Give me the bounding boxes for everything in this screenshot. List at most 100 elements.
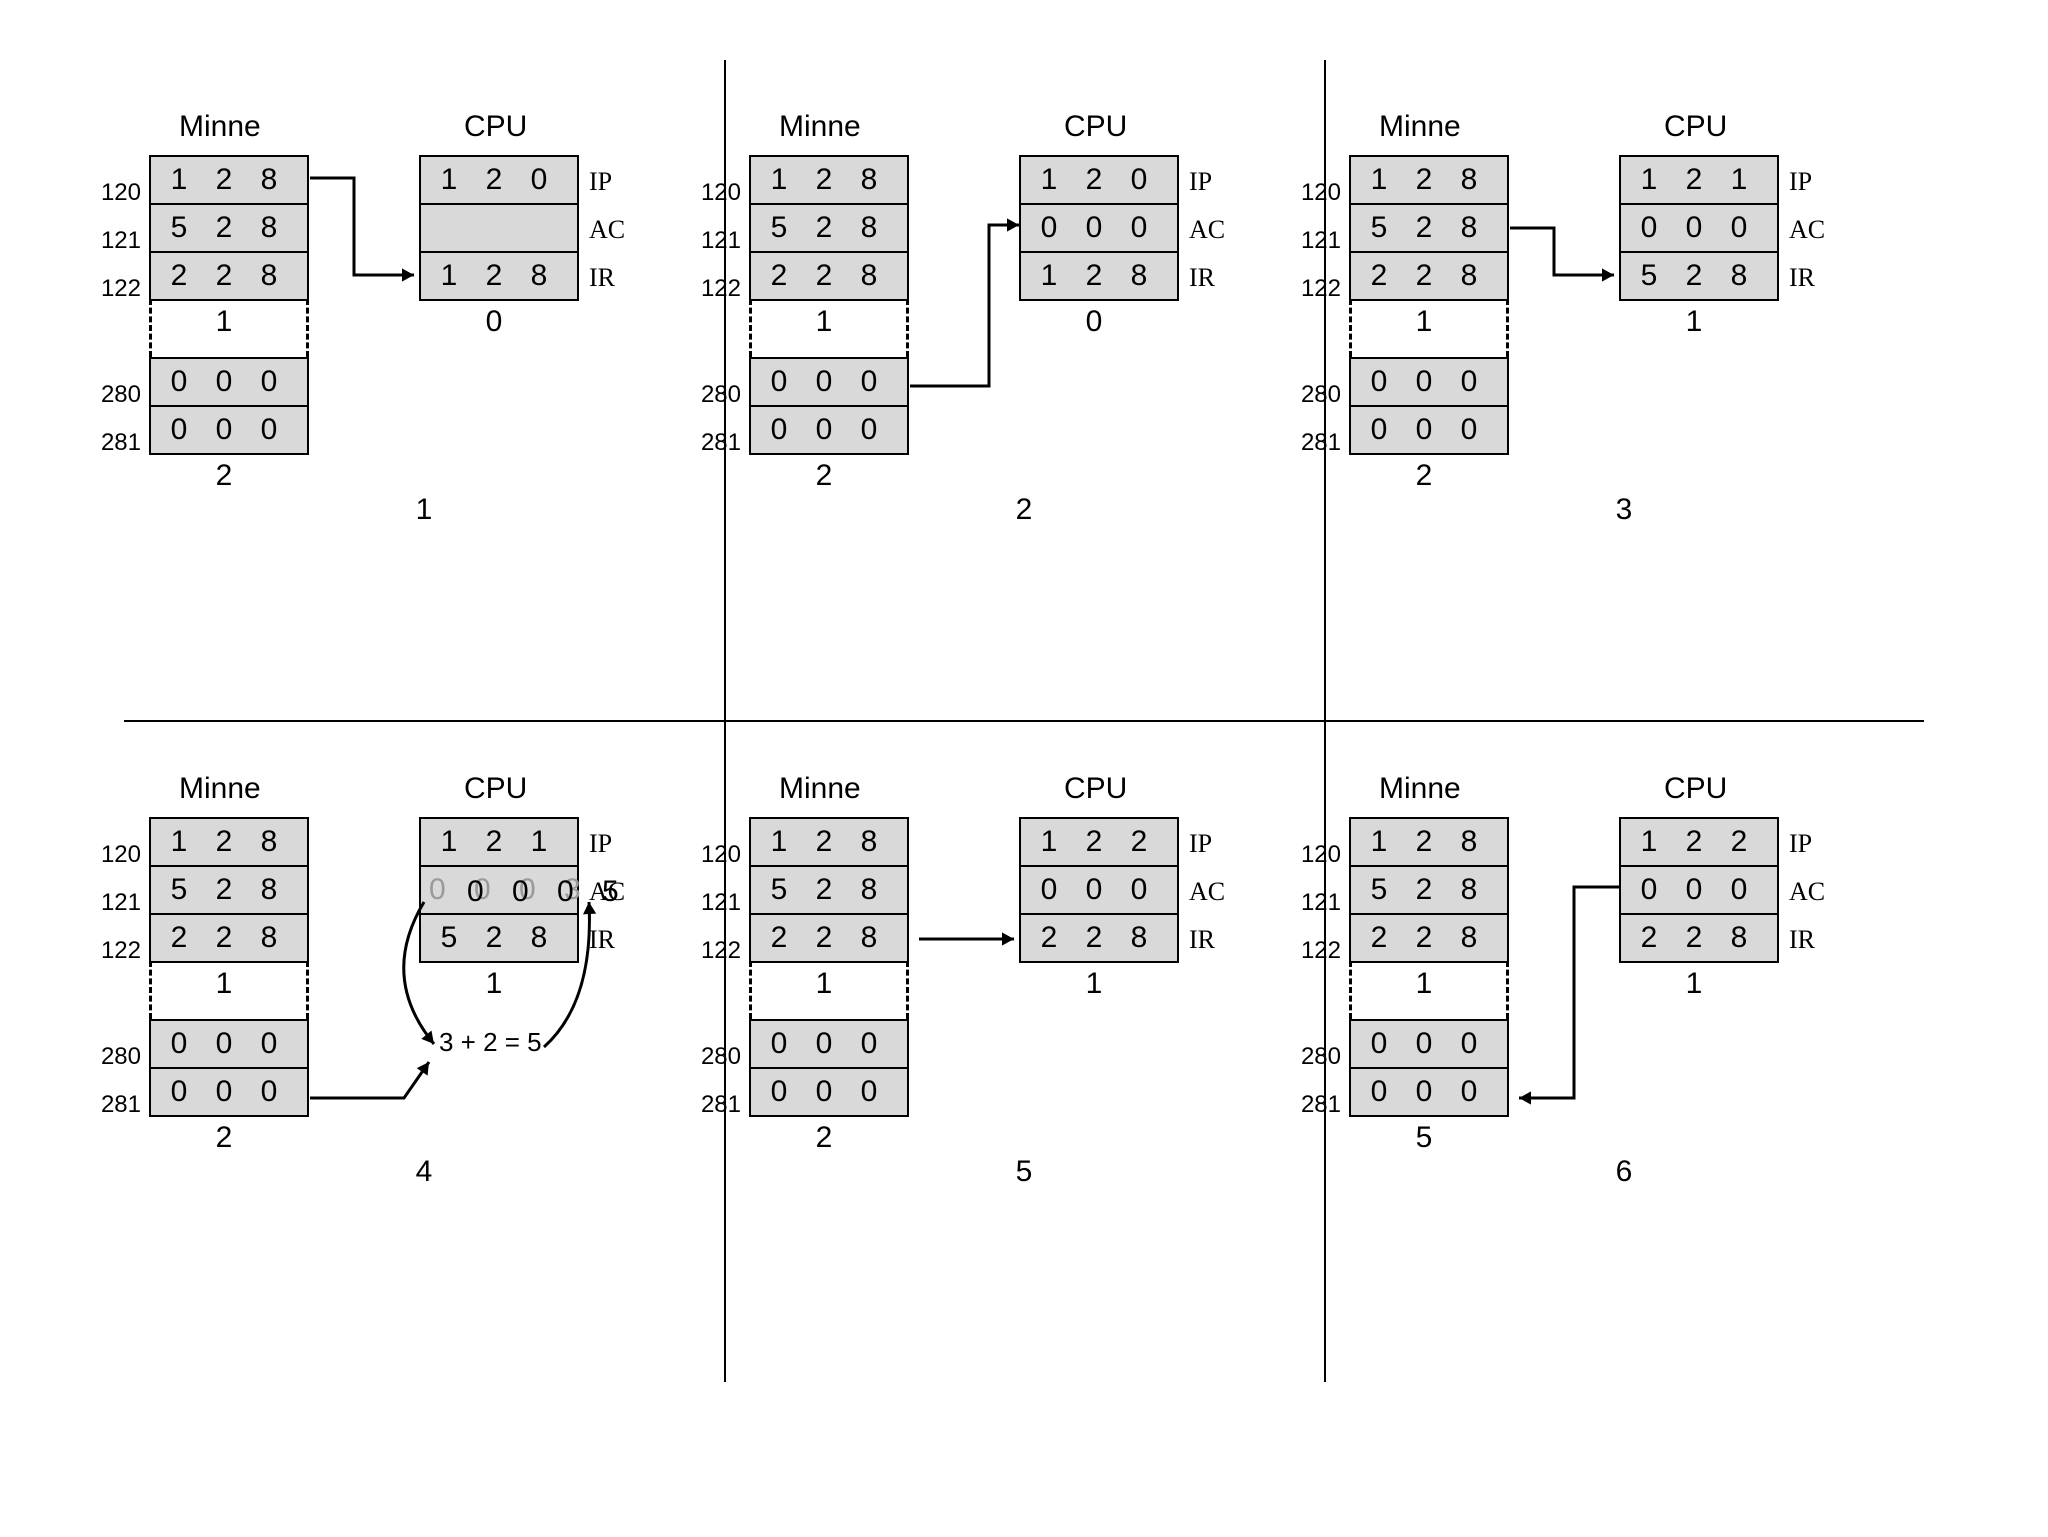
mem-cell-top-0: 1 2 8 0	[749, 155, 909, 205]
calc-expression: 3 + 2 = 5	[439, 1027, 542, 1058]
cpu-title: CPU	[1664, 110, 1727, 144]
cpu-title: CPU	[1064, 772, 1127, 806]
reg-label-2: IR	[1789, 925, 1815, 955]
dash-left	[749, 299, 752, 357]
dash-left	[1349, 961, 1352, 1019]
dash-right	[906, 961, 909, 1019]
panel-1: MinneCPU1 2 8 01205 2 8 11212 2 8 11220 …	[124, 60, 724, 720]
mem-addr-top-0: 120	[91, 179, 141, 207]
cpu-cell-2: 5 2 8 1	[1619, 251, 1779, 301]
cpu-cell-2: 2 2 8 1	[1619, 913, 1779, 963]
reg-label-0: IP	[1189, 167, 1212, 197]
mem-addr-bot-0: 280	[1291, 381, 1341, 409]
mem-addr-bot-0: 280	[691, 1043, 741, 1071]
mem-cell-bot-0: 0 0 0 3	[1349, 357, 1509, 407]
mem-cell-bot-0: 0 0 0 3	[149, 357, 309, 407]
mem-addr-top-1: 121	[1291, 227, 1341, 255]
dash-left	[749, 961, 752, 1019]
mem-addr-top-1: 121	[1291, 889, 1341, 917]
mem-cell-top-2: 2 2 8 1	[1349, 251, 1509, 301]
cpu-cell-1: 0 0 0 5	[1619, 865, 1779, 915]
mem-title: Minne	[1379, 772, 1461, 806]
mem-cell-top-1: 5 2 8 1	[149, 203, 309, 253]
reg-label-0: IP	[1789, 167, 1812, 197]
mem-addr-top-0: 120	[1291, 179, 1341, 207]
panel-2: MinneCPU1 2 8 01205 2 8 11212 2 8 11220 …	[724, 60, 1324, 720]
mem-addr-bot-0: 280	[1291, 1043, 1341, 1071]
reg-label-1: AC	[589, 215, 625, 245]
cpu-cell-0: 1 2 1	[1619, 155, 1779, 205]
dash-left	[1349, 299, 1352, 357]
reg-label-1: AC	[1189, 877, 1225, 907]
mem-addr-top-2: 122	[1291, 275, 1341, 303]
reg-label-0: IP	[1789, 829, 1812, 859]
mem-cell-bot-1: 0 0 0 2	[749, 405, 909, 455]
panel-number: 1	[404, 493, 444, 527]
reg-label-0: IP	[589, 167, 612, 197]
mem-addr-top-0: 120	[1291, 841, 1341, 869]
mem-cell-bot-1: 0 0 0 2	[149, 1067, 309, 1117]
panel-number: 4	[404, 1155, 444, 1189]
mem-addr-bot-1: 281	[1291, 1091, 1341, 1119]
mem-addr-bot-1: 281	[691, 429, 741, 457]
mem-cell-top-0: 1 2 8 0	[1349, 155, 1509, 205]
mem-addr-bot-0: 280	[691, 381, 741, 409]
reg-label-0: IP	[1189, 829, 1212, 859]
mem-cell-top-0: 1 2 8 0	[1349, 817, 1509, 867]
cpu-title: CPU	[1664, 772, 1727, 806]
mem-cell-top-0: 1 2 8 0	[149, 817, 309, 867]
mem-title: Minne	[779, 110, 861, 144]
mem-title: Minne	[179, 772, 261, 806]
mem-addr-bot-1: 281	[691, 1091, 741, 1119]
cpu-cell-2: 1 2 8 0	[419, 251, 579, 301]
mem-cell-top-2: 2 2 8 1	[749, 251, 909, 301]
dash-right	[1506, 961, 1509, 1019]
mem-cell-top-1: 5 2 8 1	[749, 203, 909, 253]
mem-cell-top-1: 5 2 8 1	[749, 865, 909, 915]
dash-left	[149, 961, 152, 1019]
panel-3: MinneCPU1 2 8 01205 2 8 11212 2 8 11220 …	[1324, 60, 1924, 720]
panel-number: 3	[1604, 493, 1644, 527]
cpu-cell-2: 2 2 8 1	[1019, 913, 1179, 963]
mem-cell-top-1: 5 2 8 1	[1349, 865, 1509, 915]
mem-cell-top-0: 1 2 8 0	[149, 155, 309, 205]
dash-right	[306, 299, 309, 357]
cpu-ac-overlay: 0 0 0 5	[467, 875, 629, 909]
mem-cell-top-1: 5 2 8 1	[1349, 203, 1509, 253]
mem-cell-top-1: 5 2 8 1	[149, 865, 309, 915]
dash-left	[149, 299, 152, 357]
mem-title: Minne	[179, 110, 261, 144]
mem-addr-bot-1: 281	[1291, 429, 1341, 457]
reg-label-1: AC	[1789, 877, 1825, 907]
panel-5: MinneCPU1 2 8 01205 2 8 11212 2 8 11220 …	[724, 722, 1324, 1382]
reg-label-2: IR	[1789, 263, 1815, 293]
mem-addr-top-2: 122	[1291, 937, 1341, 965]
mem-cell-bot-0: 0 0 0 3	[149, 1019, 309, 1069]
panel-6: MinneCPU1 2 8 01205 2 8 11212 2 8 11220 …	[1324, 722, 1924, 1382]
cpu-cell-1: 0 0 0 3	[1619, 203, 1779, 253]
page: Minne CPU 1 2 8 0 120 5 2 8 1 121 2 2 8 1 122 0 …	[0, 0, 2048, 1537]
mem-addr-top-2: 122	[691, 275, 741, 303]
cpu-cell-2: 5 2 8 1	[419, 913, 579, 963]
mem-addr-top-1: 121	[91, 889, 141, 917]
reg-label-0: IP	[589, 829, 612, 859]
cpu-title: CPU	[464, 110, 527, 144]
panel-4: MinneCPU1 2 8 01205 2 8 11212 2 8 11220 …	[124, 722, 724, 1382]
mem-addr-top-1: 121	[91, 227, 141, 255]
mem-cell-top-2: 2 2 8 1	[149, 913, 309, 963]
mem-cell-bot-1: 0 0 0 2	[749, 1067, 909, 1117]
reg-label-2: IR	[1189, 263, 1215, 293]
cpu-cell-0: 1 2 2	[1619, 817, 1779, 867]
mem-addr-bot-1: 281	[91, 429, 141, 457]
cpu-cell-0: 1 2 2	[1019, 817, 1179, 867]
cpu-cell-2: 1 2 8 0	[1019, 251, 1179, 301]
mem-addr-top-0: 120	[91, 841, 141, 869]
mem-cell-bot-1: 0 0 0 2	[149, 405, 309, 455]
reg-label-2: IR	[1189, 925, 1215, 955]
mem-cell-bot-0: 0 0 0 3	[1349, 1019, 1509, 1069]
mem-title: Minne	[1379, 110, 1461, 144]
mem-cell-top-2: 2 2 8 1	[749, 913, 909, 963]
mem-addr-top-1: 121	[691, 889, 741, 917]
mem-cell-top-0: 1 2 8 0	[749, 817, 909, 867]
mem-addr-bot-0: 280	[91, 381, 141, 409]
